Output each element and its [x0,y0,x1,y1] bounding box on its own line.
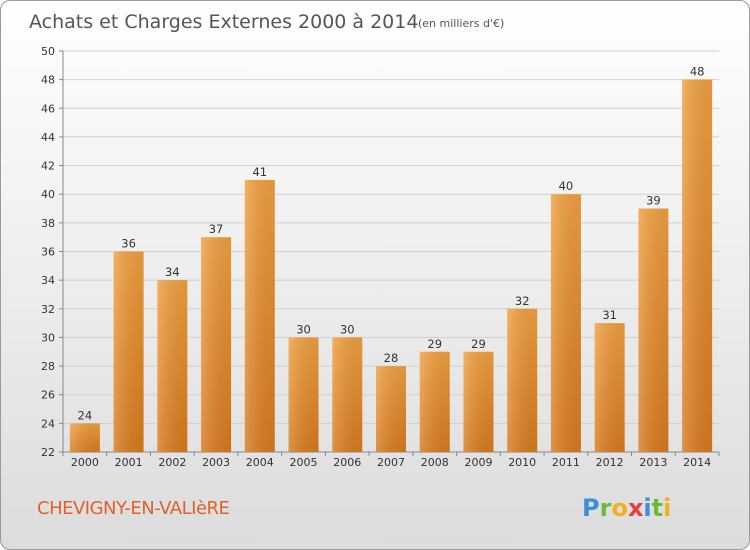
data-label-2000: 24 [78,408,93,422]
data-label-2009: 29 [471,337,486,351]
bar-shine-2003 [201,237,232,452]
x-tick-label-2001: 2001 [115,456,143,469]
x-tick-label-2011: 2011 [552,456,580,469]
data-label-2008: 29 [427,337,442,351]
data-label-2013: 39 [646,194,661,208]
data-label-2012: 31 [602,308,617,322]
bar-shine-2009 [463,351,494,452]
x-tick-label-2013: 2013 [639,456,667,469]
bar-shine-2002 [157,280,188,452]
x-tick-label-2009: 2009 [464,456,492,469]
x-tick-label-2006: 2006 [333,456,361,469]
y-tick-label: 28 [41,360,55,373]
y-tick-label: 30 [41,331,55,344]
x-tick-label-2004: 2004 [246,456,274,469]
proxiti-logo: Proxiti [582,494,671,522]
data-label-2014: 48 [690,65,705,79]
bar-shine-2010 [507,308,538,452]
logo-letter: i [643,494,651,522]
logo-letter: r [600,494,612,522]
x-tick-labels: 2000 2001 2002 2003 2004 2005 2006 2007 2008 2009… [62,452,720,469]
y-tick-label: 36 [41,246,55,259]
y-tick-label: 34 [41,274,55,287]
bar-shine-2005 [288,337,319,452]
x-tick-label-2003: 2003 [202,456,230,469]
y-tick-label: 22 [41,446,55,459]
bar-shine-2011 [550,194,581,452]
x-tick-label-2008: 2008 [421,456,449,469]
y-tick-label: 24 [41,417,55,430]
data-label-2005: 30 [296,322,311,336]
bar-shine-2012 [594,323,625,452]
data-label-2002: 34 [165,265,180,279]
bar-shine-2008 [419,351,450,452]
commune-name: CHEVIGNY-EN-VALIèRE [37,498,230,519]
x-tick-label-2012: 2012 [596,456,624,469]
data-labels: 24 36 34 37 41 30 30 28 29 29 32 40 31 39 48 [78,65,705,423]
x-tick-label-2002: 2002 [158,456,186,469]
chart-subtitle: (en milliers d'€) [418,17,504,30]
bar-shine-2014 [682,79,713,453]
data-label-2001: 36 [121,237,136,251]
x-tick-label-2000: 2000 [71,456,99,469]
chart-title: Achats et Charges Externes 2000 à 2014 [29,11,418,33]
data-label-2003: 37 [209,222,224,236]
data-label-2011: 40 [559,179,574,193]
logo-letter: o [611,494,628,522]
logo-letter: x [628,494,644,522]
x-tick-label-2005: 2005 [290,456,318,469]
x-tick-label-2014: 2014 [683,456,711,469]
bar-shine-2001 [113,251,144,452]
bar-shine-2013 [638,208,669,452]
y-tick-label: 50 [41,45,55,58]
y-tick-label: 26 [41,389,55,402]
bar-shine-2000 [69,423,100,452]
y-tick-label: 38 [41,217,55,230]
bar-shine-2007 [376,366,406,452]
y-tick-label: 48 [41,74,55,87]
bar-shine-2004 [244,179,275,452]
y-tick-label: 44 [41,131,55,144]
bars [69,79,713,453]
y-tick-label: 40 [41,188,55,201]
data-label-2007: 28 [384,351,399,365]
y-tick-labels: 22 24 26 28 30 32 34 36 38 40 42 44 46 48 50 [41,45,55,459]
logo-letter: P [582,494,600,522]
data-label-2010: 32 [515,294,530,308]
logo-letter: i [663,494,671,522]
y-tick-label: 32 [41,303,55,316]
x-tick-label-2007: 2007 [377,456,405,469]
y-tick-label: 46 [41,102,55,115]
data-label-2004: 41 [252,165,267,179]
y-tick-label: 42 [41,160,55,173]
x-tick-label-2010: 2010 [508,456,536,469]
bar-shine-2006 [332,337,363,452]
logo-letter: t [652,494,663,522]
data-label-2006: 30 [340,322,355,336]
